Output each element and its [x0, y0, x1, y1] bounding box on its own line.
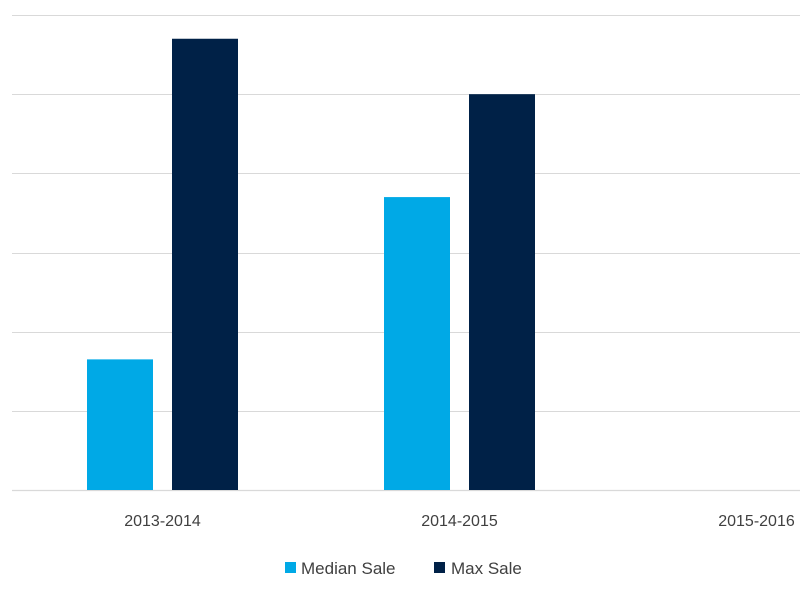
legend-label: Max Sale: [451, 559, 522, 578]
x-tick-label: 2013-2014: [124, 513, 201, 530]
x-tick-label: 2015-2016: [718, 513, 795, 530]
gridlines: [12, 15, 800, 492]
legend-swatch: [285, 562, 296, 573]
bar-median-sale: [384, 197, 450, 491]
legend-swatch: [434, 562, 445, 573]
x-axis: 2013-2014 2014-2015 2015-2016: [124, 513, 795, 530]
legend: Median Sale Max Sale: [285, 559, 522, 578]
x-tick-label: 2014-2015: [421, 513, 498, 530]
legend-label: Median Sale: [301, 559, 396, 578]
bars: [87, 38, 535, 491]
bar-max-sale: [469, 94, 535, 491]
bar-median-sale: [87, 359, 153, 490]
bar-max-sale: [172, 38, 238, 490]
